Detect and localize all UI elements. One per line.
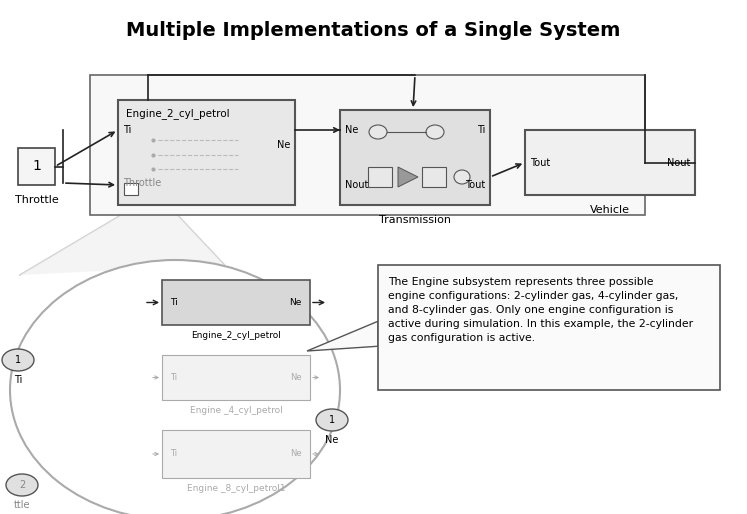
- Text: Ne: Ne: [291, 373, 302, 382]
- Text: Nout: Nout: [666, 157, 690, 168]
- Text: Vehicle: Vehicle: [590, 205, 630, 215]
- Bar: [525, 130, 695, 195]
- Bar: [368, 167, 392, 187]
- Text: Engine _4_cyl_petrol: Engine _4_cyl_petrol: [190, 406, 282, 415]
- Text: Engine_2_cyl_petrol: Engine_2_cyl_petrol: [191, 331, 281, 340]
- Ellipse shape: [369, 125, 387, 139]
- Bar: [124, 183, 138, 195]
- Ellipse shape: [426, 125, 444, 139]
- Bar: [162, 280, 310, 325]
- Bar: [378, 265, 720, 390]
- Text: Ne: Ne: [325, 435, 338, 445]
- Bar: [340, 110, 490, 205]
- Text: Ti: Ti: [123, 125, 131, 135]
- Ellipse shape: [10, 260, 340, 514]
- Text: 1: 1: [15, 355, 21, 365]
- Text: 1: 1: [329, 415, 335, 425]
- Text: Multiple Implementations of a Single System: Multiple Implementations of a Single Sys…: [126, 21, 621, 40]
- Bar: [18, 148, 55, 185]
- Bar: [118, 100, 295, 205]
- Text: Tout: Tout: [530, 157, 551, 168]
- Text: 1: 1: [32, 159, 41, 174]
- Text: Ne: Ne: [276, 139, 290, 150]
- Text: Engine_2_cyl_petrol: Engine_2_cyl_petrol: [126, 108, 229, 119]
- Text: Ti: Ti: [170, 298, 178, 307]
- Text: Throttle: Throttle: [123, 178, 161, 188]
- Text: Ti: Ti: [170, 373, 177, 382]
- Ellipse shape: [6, 474, 38, 496]
- Text: ttle: ttle: [13, 500, 30, 510]
- Polygon shape: [398, 167, 418, 187]
- Text: The Engine subsystem represents three possible
engine configurations: 2-cylinder: The Engine subsystem represents three po…: [388, 277, 693, 343]
- Text: Tout: Tout: [465, 180, 485, 190]
- Polygon shape: [307, 321, 378, 351]
- Text: Ne: Ne: [291, 450, 302, 458]
- Text: Transmission: Transmission: [379, 215, 451, 225]
- Bar: [422, 167, 446, 187]
- Text: Ne: Ne: [290, 298, 302, 307]
- Bar: [162, 355, 310, 400]
- Text: Engine _8_cyl_petrol1: Engine _8_cyl_petrol1: [187, 484, 285, 493]
- Polygon shape: [20, 205, 225, 275]
- Text: Throttle: Throttle: [15, 195, 58, 205]
- Ellipse shape: [454, 170, 470, 184]
- Ellipse shape: [316, 409, 348, 431]
- Text: Nout: Nout: [345, 180, 368, 190]
- Bar: [90, 75, 645, 215]
- Ellipse shape: [2, 349, 34, 371]
- Text: Ne: Ne: [345, 125, 359, 135]
- Text: Ti: Ti: [170, 450, 177, 458]
- Text: Ti: Ti: [477, 125, 485, 135]
- Text: Ti: Ti: [13, 375, 22, 385]
- Bar: [162, 430, 310, 478]
- Text: 2: 2: [19, 480, 25, 490]
